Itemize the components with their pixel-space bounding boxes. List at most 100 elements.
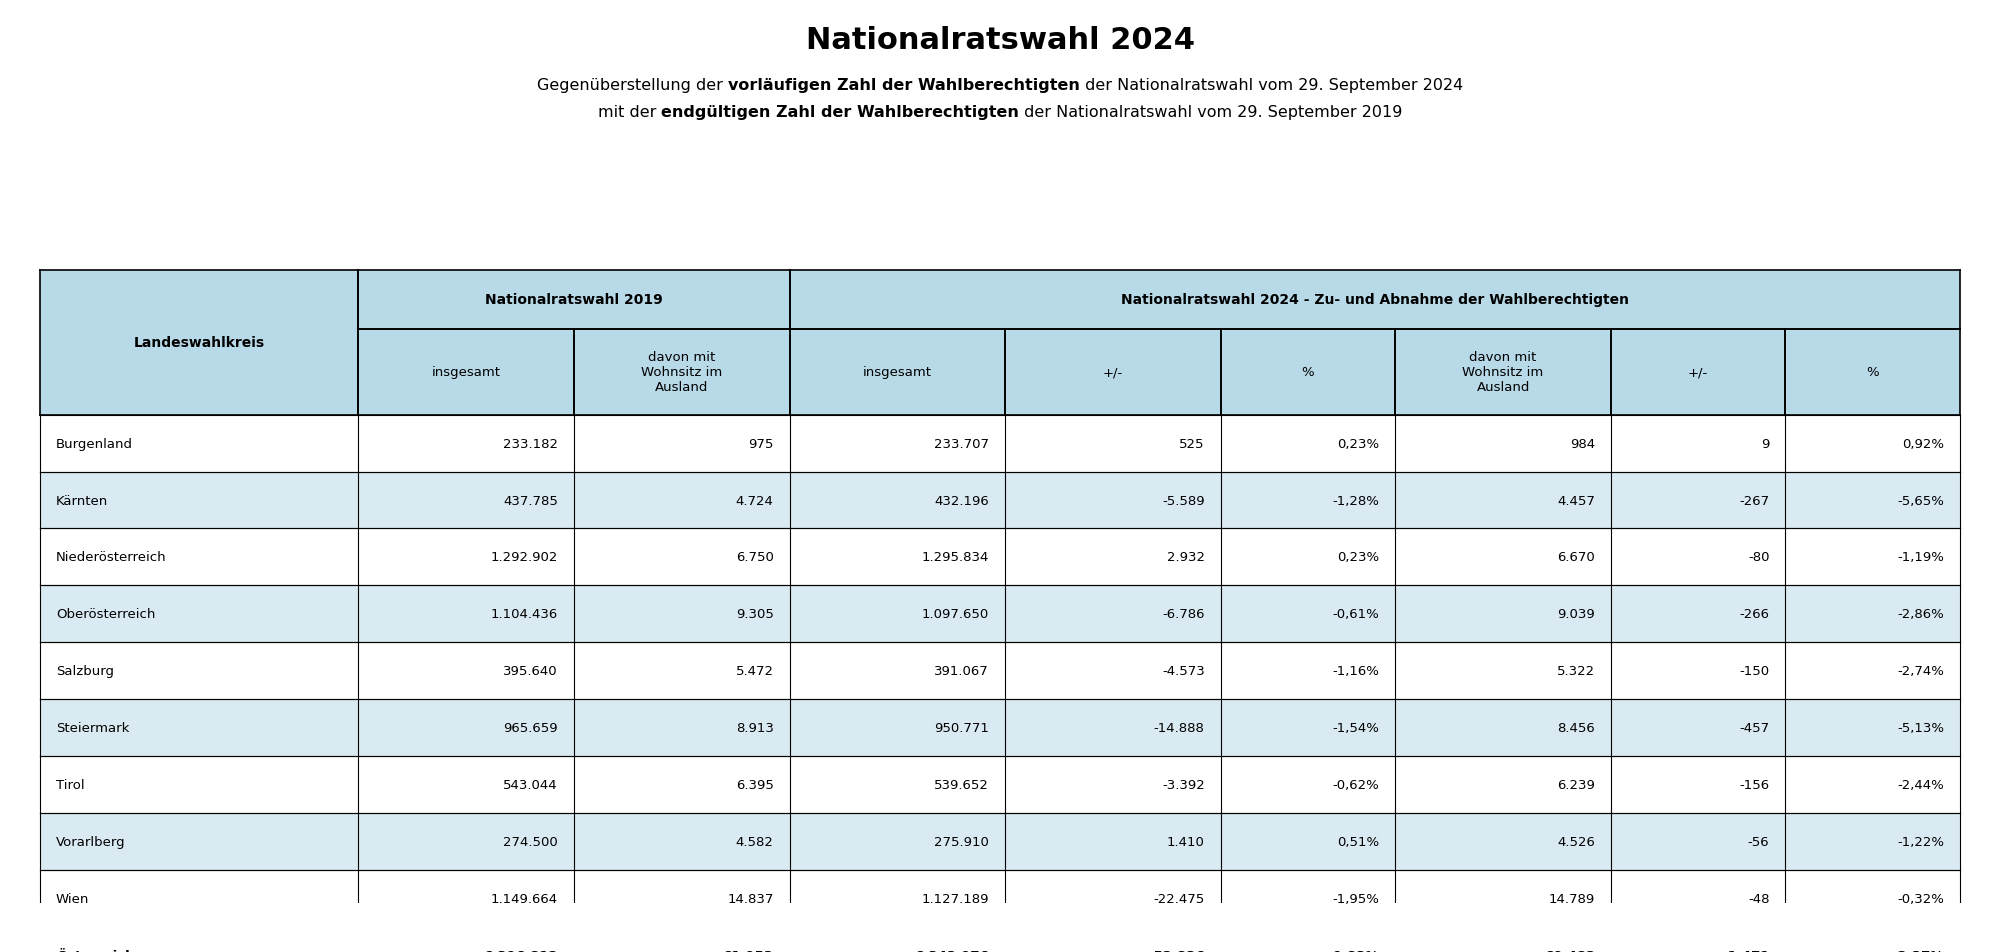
Bar bbox=[790, 472, 1006, 529]
Bar bbox=[574, 585, 790, 643]
Text: insgesamt: insgesamt bbox=[862, 366, 932, 379]
Text: 1.104.436: 1.104.436 bbox=[490, 607, 558, 621]
Text: 9.039: 9.039 bbox=[1558, 607, 1594, 621]
Text: -1,16%: -1,16% bbox=[1332, 664, 1380, 678]
Bar bbox=[790, 813, 1006, 870]
Bar bbox=[40, 415, 358, 472]
Bar bbox=[574, 700, 790, 757]
Text: 14.837: 14.837 bbox=[728, 892, 774, 905]
Bar bbox=[1220, 700, 1396, 757]
Bar bbox=[790, 757, 1006, 813]
Text: 950.771: 950.771 bbox=[934, 722, 990, 734]
Bar bbox=[1610, 415, 1786, 472]
Bar bbox=[40, 700, 358, 757]
Bar bbox=[1786, 813, 1960, 870]
Text: -0,62%: -0,62% bbox=[1332, 779, 1380, 791]
Text: 274.500: 274.500 bbox=[504, 835, 558, 848]
Text: 1.292.902: 1.292.902 bbox=[490, 551, 558, 564]
Bar bbox=[1786, 870, 1960, 927]
Text: 61.953: 61.953 bbox=[722, 949, 774, 952]
Text: Oberösterreich: Oberösterreich bbox=[56, 607, 156, 621]
Text: -52.836: -52.836 bbox=[1148, 949, 1204, 952]
Text: 60.482: 60.482 bbox=[1544, 949, 1594, 952]
Bar bbox=[1610, 643, 1786, 700]
Text: -2,44%: -2,44% bbox=[1898, 779, 1944, 791]
Bar bbox=[40, 270, 358, 415]
Text: 432.196: 432.196 bbox=[934, 494, 990, 507]
Text: -48: -48 bbox=[1748, 892, 1770, 905]
Bar bbox=[1220, 415, 1396, 472]
Bar bbox=[790, 643, 1006, 700]
Bar bbox=[1396, 415, 1610, 472]
Text: 6.670: 6.670 bbox=[1558, 551, 1594, 564]
Text: 539.652: 539.652 bbox=[934, 779, 990, 791]
Text: Gegenüberstellung der: Gegenüberstellung der bbox=[536, 78, 728, 93]
Text: -2,74%: -2,74% bbox=[1898, 664, 1944, 678]
Text: mit der: mit der bbox=[598, 106, 662, 120]
Text: Landeswahlkreis: Landeswahlkreis bbox=[134, 336, 264, 350]
Text: 233.182: 233.182 bbox=[502, 437, 558, 450]
Text: 6.239: 6.239 bbox=[1558, 779, 1594, 791]
Text: 2.932: 2.932 bbox=[1166, 551, 1204, 564]
Text: 437.785: 437.785 bbox=[504, 494, 558, 507]
Text: -0,83%: -0,83% bbox=[1328, 949, 1380, 952]
Text: 965.659: 965.659 bbox=[504, 722, 558, 734]
Text: davon mit
Wohnsitz im
Ausland: davon mit Wohnsitz im Ausland bbox=[642, 351, 722, 394]
Bar bbox=[1006, 415, 1220, 472]
Text: +/-: +/- bbox=[1102, 366, 1124, 379]
Text: Niederösterreich: Niederösterreich bbox=[56, 551, 166, 564]
Text: -2,37%: -2,37% bbox=[1892, 949, 1944, 952]
Bar bbox=[1610, 813, 1786, 870]
Text: vorläufigen Zahl der Wahlberechtigten: vorläufigen Zahl der Wahlberechtigten bbox=[728, 78, 1080, 93]
Bar bbox=[358, 585, 574, 643]
Bar bbox=[574, 329, 790, 415]
Text: 975: 975 bbox=[748, 437, 774, 450]
Bar bbox=[574, 529, 790, 585]
Bar bbox=[1786, 643, 1960, 700]
Bar bbox=[1396, 757, 1610, 813]
Bar bbox=[574, 927, 790, 952]
Text: 233.707: 233.707 bbox=[934, 437, 990, 450]
Text: 6.396.812: 6.396.812 bbox=[484, 949, 558, 952]
Text: Tirol: Tirol bbox=[56, 779, 84, 791]
Bar bbox=[1220, 870, 1396, 927]
Text: Nationalratswahl 2024: Nationalratswahl 2024 bbox=[806, 26, 1194, 55]
Bar bbox=[790, 700, 1006, 757]
Text: der Nationalratswahl vom 29. September 2019: der Nationalratswahl vom 29. September 2… bbox=[1018, 106, 1402, 120]
Bar bbox=[1220, 927, 1396, 952]
Bar bbox=[1006, 529, 1220, 585]
Bar bbox=[40, 585, 358, 643]
Text: 4.582: 4.582 bbox=[736, 835, 774, 848]
Bar bbox=[1610, 700, 1786, 757]
Text: 1.295.834: 1.295.834 bbox=[922, 551, 990, 564]
Text: 4.526: 4.526 bbox=[1558, 835, 1594, 848]
Bar bbox=[358, 529, 574, 585]
Bar bbox=[1220, 813, 1396, 870]
Text: 1.149.664: 1.149.664 bbox=[490, 892, 558, 905]
Bar bbox=[40, 529, 358, 585]
Bar bbox=[574, 757, 790, 813]
Text: 1.410: 1.410 bbox=[1166, 835, 1204, 848]
Bar bbox=[1786, 927, 1960, 952]
Bar bbox=[1006, 927, 1220, 952]
Bar bbox=[1006, 757, 1220, 813]
Bar bbox=[358, 270, 790, 329]
Bar bbox=[1220, 529, 1396, 585]
Bar bbox=[40, 472, 358, 529]
Bar bbox=[574, 813, 790, 870]
Text: -56: -56 bbox=[1748, 835, 1770, 848]
Bar bbox=[574, 472, 790, 529]
Bar bbox=[1396, 585, 1610, 643]
Text: Burgenland: Burgenland bbox=[56, 437, 132, 450]
Bar bbox=[1006, 813, 1220, 870]
Text: -2,86%: -2,86% bbox=[1898, 607, 1944, 621]
Bar bbox=[1786, 700, 1960, 757]
Bar bbox=[790, 415, 1006, 472]
Text: endgültigen Zahl der Wahlberechtigten: endgültigen Zahl der Wahlberechtigten bbox=[662, 106, 1020, 120]
Text: %: % bbox=[1866, 366, 1880, 379]
Bar bbox=[358, 927, 574, 952]
Text: -3.392: -3.392 bbox=[1162, 779, 1204, 791]
Text: 9: 9 bbox=[1762, 437, 1770, 450]
Text: 8.913: 8.913 bbox=[736, 722, 774, 734]
Bar bbox=[358, 472, 574, 529]
